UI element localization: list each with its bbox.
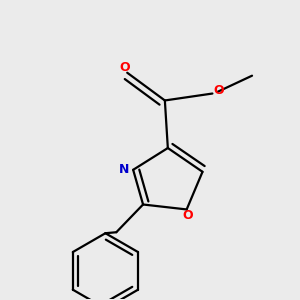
Text: O: O xyxy=(213,84,224,97)
Text: O: O xyxy=(119,61,130,74)
Text: O: O xyxy=(183,209,194,222)
Text: N: N xyxy=(119,163,129,176)
